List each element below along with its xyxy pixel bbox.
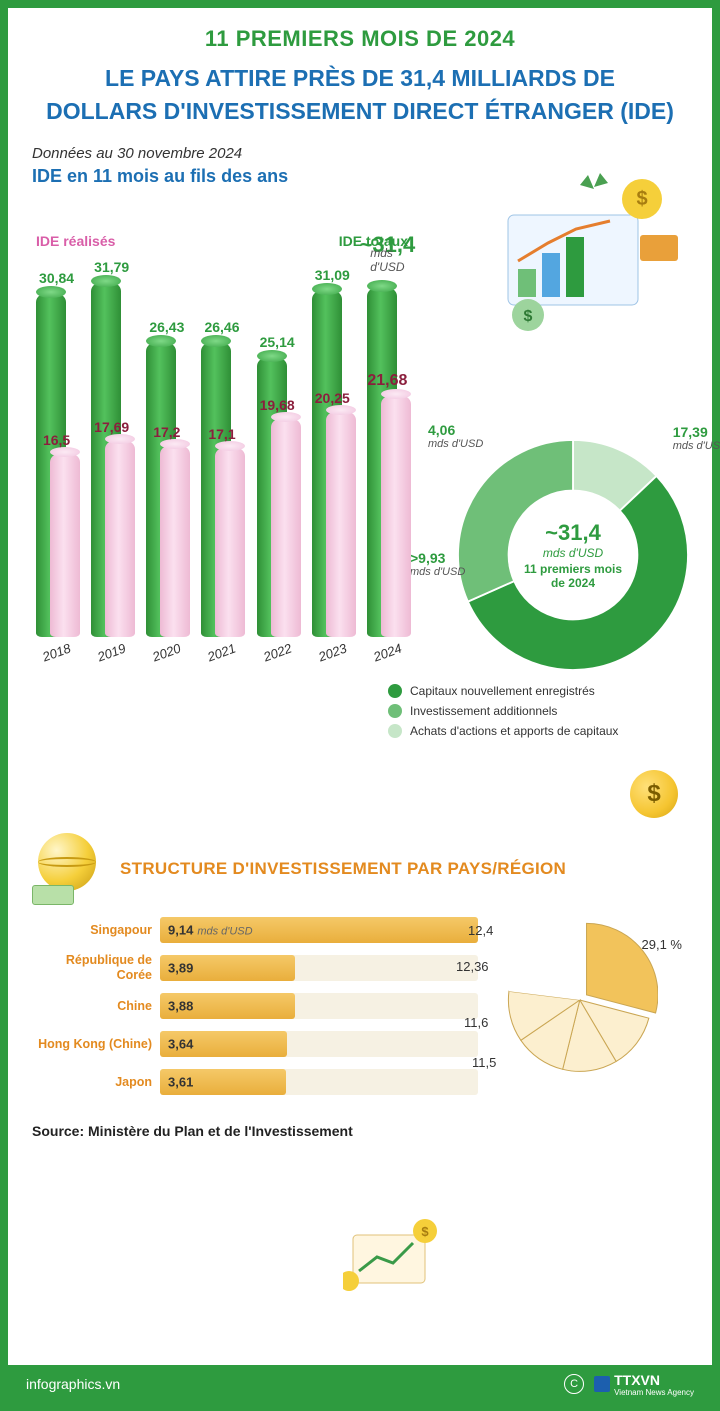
donut-chart: ~31,4 mds d'USD 11 premiers mois de 2024…	[388, 440, 688, 744]
analytics-illustration-icon: $	[343, 1217, 443, 1295]
donut-value-large: 17,39 mds d'USD	[673, 424, 720, 454]
bar-pair: 26,43 17,2	[142, 257, 191, 637]
bar-realises-value: 21,68	[367, 372, 407, 390]
pie-slice	[509, 928, 580, 999]
country-bar-row: Japon 3,61	[32, 1067, 478, 1097]
bar-pair: 31,09 20,25	[308, 257, 357, 637]
agency-name: TTXVN	[614, 1372, 660, 1388]
bar-realises-value: 17,1	[208, 426, 235, 442]
footer-site: infographics.vn	[26, 1376, 120, 1392]
bar-year-label: 2023	[307, 637, 358, 668]
pct-4: 11,5	[472, 1055, 496, 1070]
country-bar-value: 3,61	[168, 1074, 193, 1089]
legend-label: Achats d'actions et apports de capitaux	[410, 724, 618, 738]
copyright-icon: C	[564, 1374, 584, 1394]
bar-realises-value: 16,5	[43, 432, 70, 448]
country-label: Hong Kong (Chine)	[32, 1037, 160, 1051]
bar-year-label: 2022	[251, 637, 302, 668]
country-bar-row: Hong Kong (Chine) 3,64	[32, 1029, 478, 1059]
legend-realises: IDE réalisés	[36, 233, 115, 249]
country-bar-row: République de Corée 3,89	[32, 953, 478, 983]
header-title-line2: DOLLARS D'INVESTISSEMENT DIRECT ÉTRANGER…	[46, 98, 674, 124]
country-bar-row: Singapour 9,14mds d'USD	[32, 915, 478, 945]
legend-dot-icon	[388, 684, 402, 698]
country-bar-value: 3,64	[168, 1036, 193, 1051]
country-label: République de Corée	[32, 953, 160, 982]
footer: infographics.vn C TTXVN Vietnam News Age…	[8, 1365, 712, 1403]
donut-legend-item: Achats d'actions et apports de capitaux	[388, 724, 688, 738]
country-bars: Singapour 9,14mds d'USD République de Coré…	[32, 915, 478, 1105]
country-bar-track: 3,89	[160, 955, 478, 981]
bar-realises-value: 19,68	[260, 397, 295, 413]
structure-grid: Singapour 9,14mds d'USD République de Coré…	[32, 915, 688, 1105]
country-label: Japon	[32, 1075, 160, 1089]
donut-center-value: ~31,4	[545, 520, 601, 546]
bar-pair: 26,46 17,1	[197, 257, 246, 637]
header-subtitle: 11 PREMIERS MOIS DE 2024	[32, 26, 688, 52]
svg-text:$: $	[524, 308, 533, 325]
bar-totaux-value: 26,46	[204, 319, 239, 335]
legend-label: Investissement additionnels	[410, 704, 557, 718]
donut-value-mid: >9,93 mds d'USD	[410, 550, 465, 580]
donut-value-small: 4,06 mds d'USD	[428, 422, 483, 452]
bar-pair: 30,84 16,5	[32, 257, 81, 637]
bar-realises-value: 20,25	[315, 390, 350, 406]
bar-chart: IDE réalisés IDE totaux 30,8416,531,7917…	[32, 233, 412, 660]
ttxvn-logo: TTXVN Vietnam News Agency	[594, 1372, 694, 1397]
agency-sub: Vietnam News Agency	[614, 1388, 694, 1397]
bar-year-label: 2018	[31, 637, 82, 668]
legend-label: Capitaux nouvellement enregistrés	[410, 684, 595, 698]
country-bar-value: 9,14mds d'USD	[168, 922, 253, 937]
country-bar-row: Chine 3,88	[32, 991, 478, 1021]
structure-title: STRUCTURE D'INVESTISSEMENT PAR PAYS/RÉGI…	[120, 859, 566, 879]
top-section: $ $ IDE réalisés IDE totaux 30,8416,531,…	[32, 205, 688, 825]
pct-2: 12,36	[456, 959, 489, 974]
pie-svg	[488, 915, 658, 1085]
donut-center-unit: mds d'USD	[543, 546, 603, 560]
donut-center: ~31,4 mds d'USD 11 premiers mois de 2024	[520, 502, 626, 608]
bar-year-label: 2019	[86, 637, 137, 668]
country-label: Chine	[32, 999, 160, 1013]
structure-header: STRUCTURE D'INVESTISSEMENT PAR PAYS/RÉGI…	[32, 833, 688, 905]
country-bar-track: 3,64	[160, 1031, 478, 1057]
svg-text:$: $	[421, 1224, 429, 1239]
svg-text:$: $	[636, 188, 647, 210]
pct-3: 11,6	[464, 1015, 488, 1030]
bar-year-label: 2021	[196, 637, 247, 668]
bar-year-label: 2020	[141, 637, 192, 668]
country-bar-value: 3,89	[168, 960, 193, 975]
bar-pair: 25,14 19,68	[253, 257, 302, 637]
bar-realises-value: 17,2	[153, 424, 180, 440]
donut-center-sub: 11 premiers mois de 2024	[520, 562, 626, 590]
pct-main: 29,1 %	[642, 937, 682, 952]
donut-legend: Capitaux nouvellement enregistrés Investi…	[388, 684, 688, 738]
donut-legend-item: Investissement additionnels	[388, 704, 688, 718]
finance-illustration-icon: $ $	[488, 165, 688, 335]
header-title: LE PAYS ATTIRE PRÈS DE 31,4 MILLIARDS DE…	[32, 62, 688, 129]
country-label: Singapour	[32, 923, 160, 937]
country-bar-value: 3,88	[168, 998, 193, 1013]
globe-money-icon	[32, 833, 104, 905]
bar-totaux-value: 25,14	[260, 334, 295, 350]
pct-1: 12,4	[468, 923, 493, 938]
bar-totaux-value: 31,09	[315, 267, 350, 283]
country-pie: 29,1 % 12,4 12,36 11,6 11,5	[488, 915, 688, 1105]
source-note: Source: Ministère du Plan et de l'Invest…	[32, 1123, 688, 1139]
bar-highlight-unit: mds d'USD	[370, 246, 404, 274]
donut-legend-item: Capitaux nouvellement enregistrés	[388, 684, 688, 698]
country-bar-track: 3,88	[160, 993, 478, 1019]
legend-dot-icon	[388, 704, 402, 718]
country-bar-track: 9,14mds d'USD	[160, 917, 478, 943]
bar-totaux-value: 30,84	[39, 270, 74, 286]
legend-dot-icon	[388, 724, 402, 738]
dollar-coin-icon: $	[630, 770, 678, 818]
country-bar-track: 3,61	[160, 1069, 478, 1095]
bar-pair: ~31,4mds d'USD21,68	[363, 257, 412, 637]
date-note: Données au 30 novembre 2024	[32, 145, 688, 162]
bar-totaux-value: 26,43	[149, 319, 184, 335]
bar-totaux-value: 31,79	[94, 259, 129, 275]
bar-pair: 31,79 17,69	[87, 257, 136, 637]
bar-realises-value: 17,69	[94, 419, 129, 435]
header-title-line1: LE PAYS ATTIRE PRÈS DE 31,4 MILLIARDS DE	[105, 65, 615, 91]
